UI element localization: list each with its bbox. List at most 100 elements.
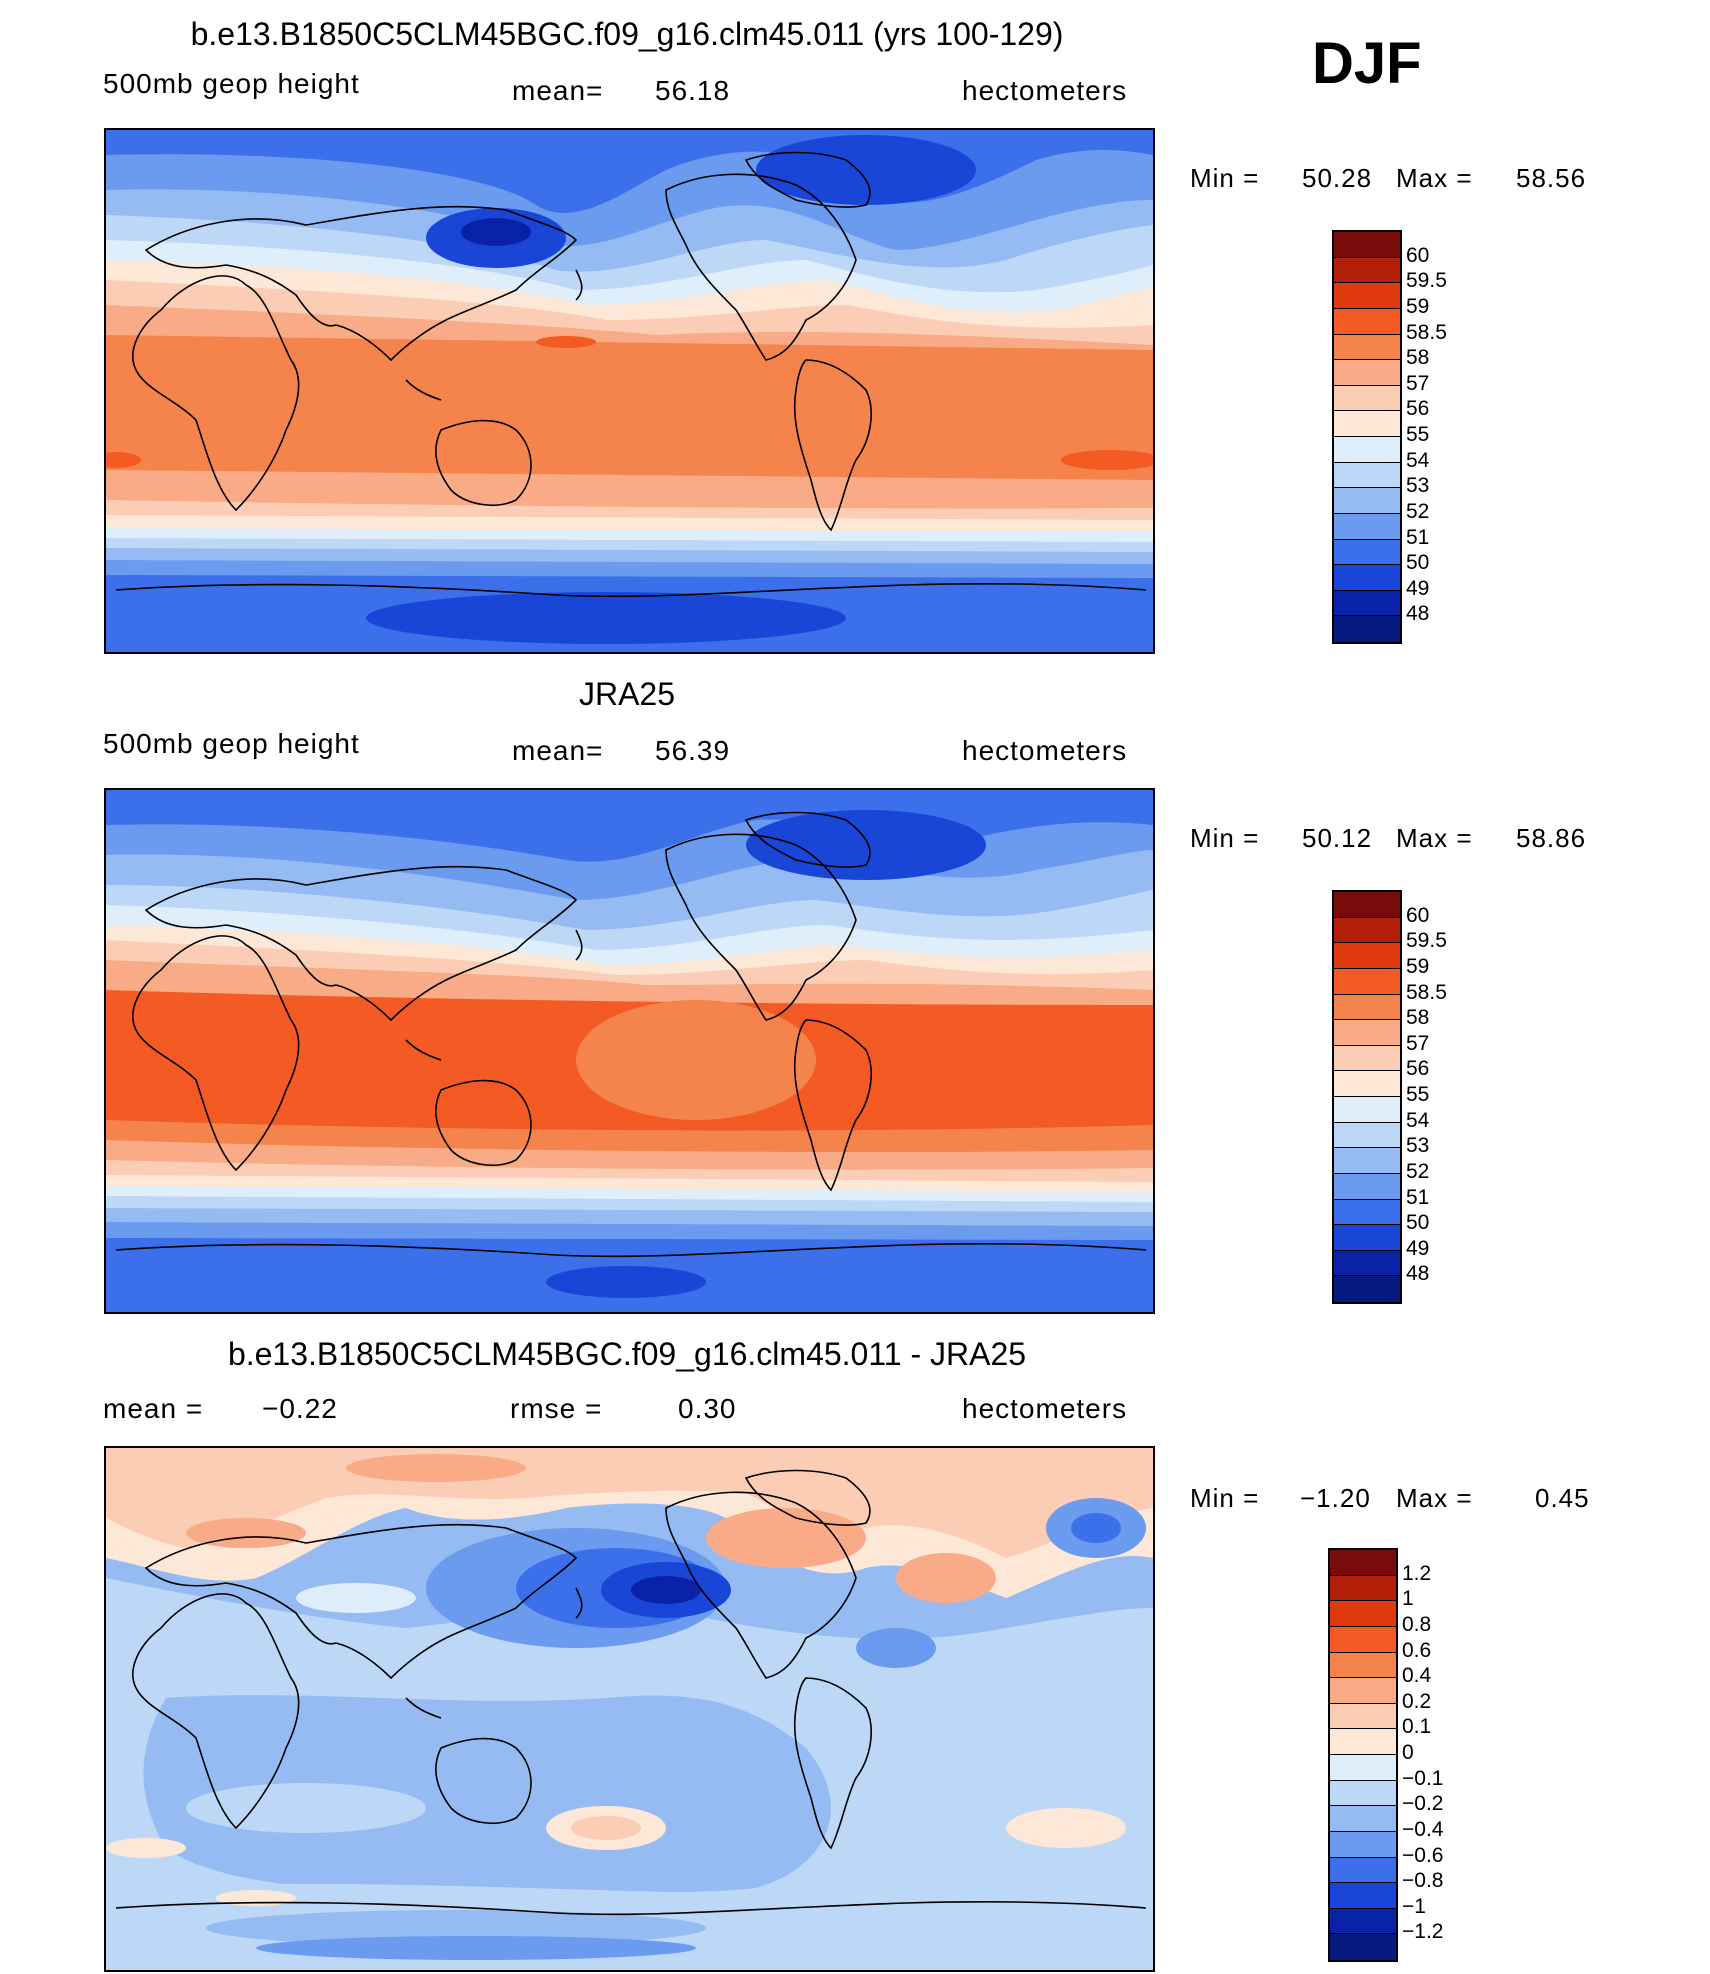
colorbar-swatch	[1330, 1575, 1396, 1602]
colorbar-level-label: 58.5	[1406, 980, 1447, 1004]
colorbar-level-label: 54	[1406, 1108, 1430, 1132]
contour-field	[106, 1448, 1153, 1970]
colorbar-swatch	[1334, 1097, 1400, 1123]
colorbar-labels: 60 59.5 59 58.5 58 57 56 55 54 53 52 51 50 49 48	[1332, 890, 1532, 1300]
units-label: hectometers	[962, 1393, 1128, 1424]
colorbar	[1328, 1548, 1398, 1962]
colorbar-level-label: 51	[1406, 1185, 1430, 1209]
colorbar-level-label: 1.2	[1402, 1561, 1432, 1585]
panel-title: b.e13.B1850C5CLM45BGC.f09_g16.clm45.011 …	[190, 16, 1064, 52]
colorbar-swatch	[1334, 308, 1400, 335]
mean-label: mean =	[103, 1393, 204, 1424]
colorbar-level-label: −0.4	[1402, 1817, 1444, 1841]
colorbar-level-label: −0.1	[1402, 1766, 1444, 1790]
colorbar-swatch	[1334, 1250, 1400, 1277]
colorbar-level-label: 59	[1406, 954, 1430, 978]
colorbar-level-label: 60	[1406, 903, 1430, 927]
max-label: Max =	[1396, 1483, 1473, 1513]
colorbar-swatch	[1330, 1780, 1396, 1807]
colorbar-level-label: 56	[1406, 397, 1430, 421]
colorbar-swatch	[1334, 1122, 1400, 1149]
contour-field	[106, 790, 1153, 1312]
colorbar-swatch	[1334, 462, 1400, 489]
colorbar-level-label: 52	[1406, 499, 1430, 523]
colorbar-level-label: 0.1	[1402, 1715, 1432, 1739]
colorbar-swatch	[1334, 1045, 1400, 1072]
colorbar-level-label: 0.4	[1402, 1664, 1432, 1688]
colorbar-level-label: −1	[1402, 1894, 1426, 1918]
season-label: DJF	[1312, 31, 1422, 96]
mean-value: 56.39	[655, 735, 731, 766]
colorbar-labels: 60 59.5 59 58.5 58 57 56 55 54 53 52 51 50 49 48	[1332, 230, 1532, 640]
colorbar-level-label: 0	[1402, 1741, 1414, 1764]
colorbar-swatch	[1334, 943, 1400, 969]
coastlines	[115, 811, 1147, 1258]
colorbar-level-label: −0.8	[1402, 1869, 1444, 1893]
colorbar-swatch	[1334, 590, 1400, 617]
colorbar-level-label: 58	[1406, 1006, 1430, 1030]
colorbar-level-label: 55	[1406, 423, 1430, 446]
max-value: 58.86	[1516, 823, 1587, 853]
colorbar-level-label: 50	[1406, 1211, 1430, 1235]
panel-title: JRA25	[578, 676, 676, 712]
variable-label: 500mb geop height	[103, 728, 360, 759]
colorbar-level-label: −0.6	[1402, 1843, 1444, 1867]
colorbar-swatch	[1334, 892, 1400, 918]
max-label: Max =	[1396, 823, 1473, 853]
min-label: Min =	[1190, 823, 1260, 853]
colorbar-level-label: 53	[1406, 474, 1430, 498]
colorbar-level-label: 57	[1406, 1031, 1430, 1055]
colorbar	[1332, 890, 1402, 1304]
contour-map	[104, 788, 1155, 1314]
colorbar-swatch	[1334, 994, 1400, 1021]
colorbar-swatch	[1334, 360, 1400, 386]
colorbar-swatch	[1334, 257, 1400, 284]
colorbar-swatch	[1334, 437, 1400, 463]
colorbar-swatch	[1334, 616, 1400, 642]
colorbar-swatch	[1330, 1806, 1396, 1832]
max-label: Max =	[1396, 163, 1473, 193]
contour-map	[104, 1446, 1155, 1972]
colorbar-swatch	[1330, 1703, 1396, 1730]
mean-label: mean=	[512, 735, 604, 766]
colorbar-level-label: 0.2	[1402, 1689, 1432, 1713]
colorbar-level-label: 0.8	[1402, 1612, 1432, 1636]
contour-bands	[106, 1448, 1153, 1970]
mean-label: mean=	[512, 75, 604, 106]
colorbar	[1332, 230, 1402, 644]
colorbar-level-label: 0.6	[1402, 1638, 1432, 1662]
colorbar-swatch	[1330, 1908, 1396, 1935]
max-value: 58.56	[1516, 163, 1587, 193]
colorbar-level-label: 54	[1406, 448, 1430, 472]
mean-value: 56.18	[655, 75, 731, 106]
colorbar-level-label: −0.2	[1402, 1792, 1444, 1816]
colorbar-swatch	[1334, 968, 1400, 995]
colorbar-swatch	[1330, 1729, 1396, 1755]
rmse-value: 0.30	[678, 1393, 737, 1424]
colorbar-swatch	[1334, 1071, 1400, 1097]
colorbar-swatch	[1334, 1276, 1400, 1302]
colorbar-swatch	[1334, 565, 1400, 591]
max-value: 0.45	[1535, 1483, 1590, 1513]
colorbar-swatch	[1334, 411, 1400, 437]
units-label: hectometers	[962, 735, 1128, 766]
colorbar-level-label: 60	[1406, 243, 1430, 267]
colorbar-swatch	[1334, 283, 1400, 309]
colorbar-swatch	[1334, 917, 1400, 944]
colorbar-swatch	[1330, 1755, 1396, 1781]
panel-title: b.e13.B1850C5CLM45BGC.f09_g16.clm45.011 …	[227, 1336, 1027, 1372]
colorbar-level-label: 48	[1406, 602, 1430, 626]
colorbar-swatch	[1330, 1626, 1396, 1653]
colorbar-swatch	[1334, 385, 1400, 412]
colorbar-swatch	[1334, 1225, 1400, 1251]
min-label: Min =	[1190, 163, 1260, 193]
min-value: 50.28	[1302, 163, 1373, 193]
colorbar-labels: 1.2 1 0.8 0.6 0.4 0.2 0.1 0 −0.1 −0.2 −0.4 −0.6 −0.8…	[1328, 1548, 1528, 1958]
colorbar-swatch	[1330, 1601, 1396, 1627]
colorbar-level-label: 58.5	[1406, 320, 1447, 344]
colorbar-swatch	[1330, 1678, 1396, 1704]
colorbar-level-label: 48	[1406, 1262, 1430, 1286]
coastlines	[115, 151, 1147, 598]
min-label: Min =	[1190, 1483, 1260, 1513]
colorbar-swatch	[1330, 1652, 1396, 1679]
